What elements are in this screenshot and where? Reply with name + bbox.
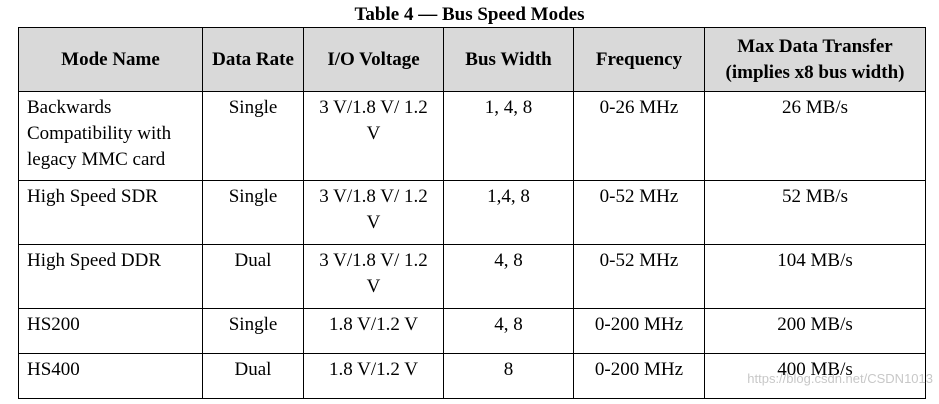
table-cell: 1,4, 8 bbox=[443, 180, 574, 245]
table-cell: 0-200 MHz bbox=[573, 353, 705, 399]
table-row: HS200 Single 1.8 V/1.2 V 4, 8 0-200 MHz 200 M… bbox=[18, 308, 926, 354]
table-cell: 3 V/1.8 V/ 1.2 V bbox=[303, 91, 444, 181]
table-body: Backwards Compatibility with legacy MMC … bbox=[18, 91, 926, 399]
table-cell: 26 MB/s bbox=[704, 91, 926, 181]
column-header: I/O Voltage bbox=[303, 27, 444, 92]
table-cell: 3 V/1.8 V/ 1.2 V bbox=[303, 180, 444, 245]
table-cell: 104 MB/s bbox=[704, 244, 926, 309]
table-cell: 3 V/1.8 V/ 1.2 V bbox=[303, 244, 444, 309]
table-cell: 4, 8 bbox=[443, 244, 574, 309]
table-cell: Backwards Compatibility with legacy MMC … bbox=[18, 91, 203, 181]
table-cell: 4, 8 bbox=[443, 308, 574, 354]
table-row: High Speed SDR Single 3 V/1.8 V/ 1.2 V 1,4,… bbox=[18, 180, 926, 245]
table-cell: Dual bbox=[202, 244, 304, 309]
table-title: Table 4 — Bus Speed Modes bbox=[354, 4, 585, 25]
column-header: Bus Width bbox=[443, 27, 574, 92]
table-cell: 200 MB/s bbox=[704, 308, 926, 354]
table-cell: HS400 bbox=[18, 353, 203, 399]
table-cell: 400 MB/s bbox=[704, 353, 926, 399]
header-row: Mode Name Data Rate I/O Voltage Bus Width Fr… bbox=[18, 27, 926, 92]
table-cell: High Speed SDR bbox=[18, 180, 203, 245]
column-header: Max Data Transfer (implies x8 bus width) bbox=[704, 27, 926, 92]
table-row: Backwards Compatibility with legacy MMC … bbox=[18, 91, 926, 181]
table-row: High Speed DDR Dual 3 V/1.8 V/ 1.2 V 4, 8 0-… bbox=[18, 244, 926, 309]
column-header: Data Rate bbox=[202, 27, 304, 92]
table-cell: 1, 4, 8 bbox=[443, 91, 574, 181]
table-cell: HS200 bbox=[18, 308, 203, 354]
table-cell: 8 bbox=[443, 353, 574, 399]
table-cell: High Speed DDR bbox=[18, 244, 203, 309]
table-cell: Dual bbox=[202, 353, 304, 399]
table-cell: 1.8 V/1.2 V bbox=[303, 308, 444, 354]
watermark: https://blog.csdn.net/CSDN1013 bbox=[747, 371, 933, 386]
column-header: Mode Name bbox=[18, 27, 203, 92]
table-cell: 0-52 MHz bbox=[573, 244, 705, 309]
table-cell: 0-26 MHz bbox=[573, 91, 705, 181]
table-row: HS400 Dual 1.8 V/1.2 V 8 0-200 MHz 400 MB/s bbox=[18, 353, 926, 399]
table-cell: Single bbox=[202, 91, 304, 181]
table: Mode Name Data Rate I/O Voltage Bus Width Fr… bbox=[18, 27, 926, 399]
table-cell: Single bbox=[202, 308, 304, 354]
column-header: Frequency bbox=[573, 27, 705, 92]
table-cell: 0-52 MHz bbox=[573, 180, 705, 245]
table-cell: 0-200 MHz bbox=[573, 308, 705, 354]
table-cell: 52 MB/s bbox=[704, 180, 926, 245]
table-cell: 1.8 V/1.2 V bbox=[303, 353, 444, 399]
table-cell: Single bbox=[202, 180, 304, 245]
